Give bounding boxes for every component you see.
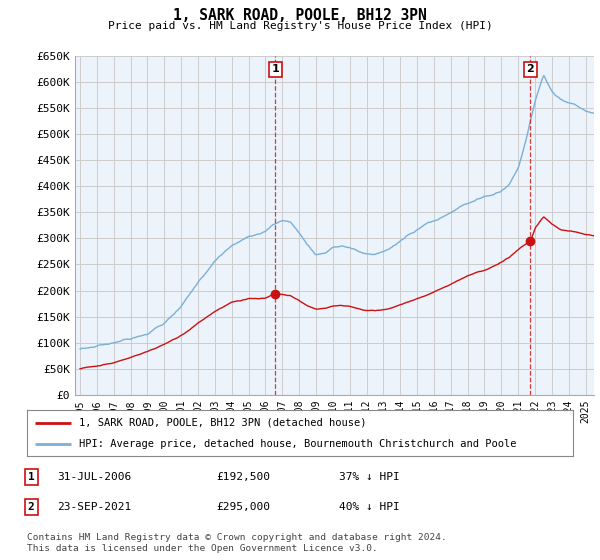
Text: 23-SEP-2021: 23-SEP-2021 [57, 502, 131, 512]
Text: 1, SARK ROAD, POOLE, BH12 3PN: 1, SARK ROAD, POOLE, BH12 3PN [173, 8, 427, 24]
Text: £192,500: £192,500 [216, 472, 270, 482]
Text: 40% ↓ HPI: 40% ↓ HPI [339, 502, 400, 512]
Text: 1, SARK ROAD, POOLE, BH12 3PN (detached house): 1, SARK ROAD, POOLE, BH12 3PN (detached … [79, 418, 367, 428]
Text: 1: 1 [28, 472, 35, 482]
Text: 1: 1 [271, 64, 279, 74]
Text: HPI: Average price, detached house, Bournemouth Christchurch and Poole: HPI: Average price, detached house, Bour… [79, 439, 517, 449]
Text: 37% ↓ HPI: 37% ↓ HPI [339, 472, 400, 482]
Text: 2: 2 [28, 502, 35, 512]
Text: 31-JUL-2006: 31-JUL-2006 [57, 472, 131, 482]
Text: £295,000: £295,000 [216, 502, 270, 512]
Text: Contains HM Land Registry data © Crown copyright and database right 2024.
This d: Contains HM Land Registry data © Crown c… [27, 533, 447, 553]
Text: 2: 2 [527, 64, 535, 74]
Text: Price paid vs. HM Land Registry's House Price Index (HPI): Price paid vs. HM Land Registry's House … [107, 21, 493, 31]
